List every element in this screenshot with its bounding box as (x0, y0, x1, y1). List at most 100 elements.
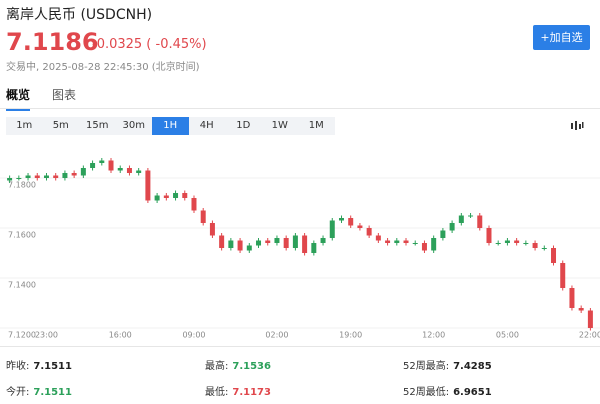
candle-body (283, 238, 289, 248)
stat: 52周最低: 6.9651 (403, 383, 492, 398)
interval-button[interactable]: 15m (86, 120, 109, 131)
candle-body (587, 310, 593, 328)
candle-body (541, 248, 547, 249)
stat: 52周最高: 7.4285 (403, 357, 492, 372)
interval-button[interactable]: 1D (236, 120, 251, 131)
candle-body (219, 235, 225, 248)
interval-button[interactable]: 1H (152, 117, 189, 135)
candle-body (43, 175, 49, 178)
candle-body (523, 243, 529, 244)
stat: 昨收: 7.1511 (6, 357, 72, 372)
candle-body (99, 160, 105, 163)
candle-body (320, 238, 326, 243)
candle-body (256, 240, 262, 246)
stat: 最低: 7.1173 (205, 383, 271, 398)
candle-body (514, 240, 520, 243)
candle-body (154, 195, 160, 201)
candle-body (237, 240, 243, 251)
x-tick-label: 02:00 (265, 331, 288, 340)
candle-body (394, 240, 400, 243)
candle-body (274, 238, 280, 243)
candle-body (80, 168, 86, 176)
stat-label: 52周最高: (403, 361, 450, 372)
candle-body (569, 288, 575, 308)
candle-body (348, 218, 354, 226)
candle-body (200, 210, 206, 223)
candle-body (412, 243, 418, 244)
price-change: -0.0325 ( -0.45%) (92, 37, 207, 52)
y-tick-label: 7.1600 (8, 231, 36, 240)
candle-body (108, 160, 114, 171)
interval-button[interactable]: 1W (271, 120, 288, 131)
candle-body (338, 218, 344, 221)
candle-body (431, 238, 437, 251)
stat-value: 7.1173 (232, 387, 271, 398)
stat-value: 6.9651 (453, 387, 492, 398)
candle-body (34, 175, 40, 178)
x-tick-label: 16:00 (109, 331, 132, 340)
tabs: 概览 图表 (6, 86, 76, 111)
candle-body (302, 235, 308, 253)
candle-body (311, 243, 317, 253)
candle-body (440, 230, 446, 238)
x-tick-label: 05:00 (496, 331, 519, 340)
interval-button[interactable]: 4H (199, 120, 214, 131)
candle-body (551, 248, 557, 263)
price: 7.1186 (6, 28, 99, 56)
add-watchlist-button[interactable]: +加自选 (533, 25, 590, 50)
interval-button[interactable]: 30m (122, 120, 145, 131)
candle-body (53, 175, 59, 178)
stat-value: 7.4285 (453, 361, 492, 372)
y-tick-label: 7.1400 (8, 281, 36, 290)
stat: 最高: 7.1536 (205, 357, 271, 372)
interval-button[interactable]: 1m (16, 120, 33, 131)
candle-body (7, 178, 13, 181)
candle-body (191, 198, 197, 211)
candle-body (532, 243, 538, 248)
candle-body (357, 225, 363, 228)
candle-body (163, 195, 169, 198)
stat-label: 昨收: (6, 361, 30, 372)
candle-body (458, 215, 464, 223)
x-tick-label: 23:00 (35, 331, 58, 340)
y-tick-label: 7.1200 (8, 331, 36, 340)
candle-body (468, 215, 474, 217)
chart-type-icon[interactable] (570, 120, 584, 132)
candle-body (292, 235, 298, 248)
candle-body (578, 308, 584, 311)
candle-body (385, 240, 391, 243)
candle-body (173, 193, 179, 198)
tab[interactable]: 概览 (6, 86, 31, 111)
candlestick-chart: 7.1200 7.1400 7.1600 7.1800 23:00 16:00 09:00 0… (0, 158, 600, 340)
title: 离岸人民币 (USDCNH) (6, 7, 153, 23)
stat-label: 今开: (6, 387, 30, 398)
interval-button[interactable]: 5m (52, 120, 69, 131)
stat-value: 7.1511 (33, 361, 72, 372)
stat-value: 7.1536 (232, 361, 271, 372)
candle-body (449, 223, 455, 231)
candle-body (421, 243, 427, 251)
candle-body (25, 175, 31, 178)
interval-button[interactable]: 1M (308, 120, 324, 131)
candle-body (136, 170, 142, 173)
candle-body (495, 243, 501, 244)
candle-body (265, 240, 271, 243)
x-tick-label: 09:00 (182, 331, 205, 340)
tab[interactable]: 图表 (52, 88, 77, 102)
divider (0, 108, 600, 109)
divider (0, 346, 600, 347)
candle-body (486, 228, 492, 243)
candle-body (403, 240, 409, 243)
candle-body (246, 245, 252, 251)
stat-value: 7.1511 (33, 387, 72, 398)
y-tick-label: 7.1800 (8, 181, 36, 190)
candle-body (209, 223, 215, 236)
stat: 今开: 7.1511 (6, 383, 72, 398)
candle-body (126, 168, 132, 173)
candle-body (62, 173, 68, 178)
x-tick-label: 22:00 (579, 331, 600, 340)
candle-body (375, 235, 381, 241)
candle-body (117, 168, 123, 171)
interval-bar: 1m 5m 15m 30m 1H 4H 1D 1W 1M (6, 117, 335, 135)
